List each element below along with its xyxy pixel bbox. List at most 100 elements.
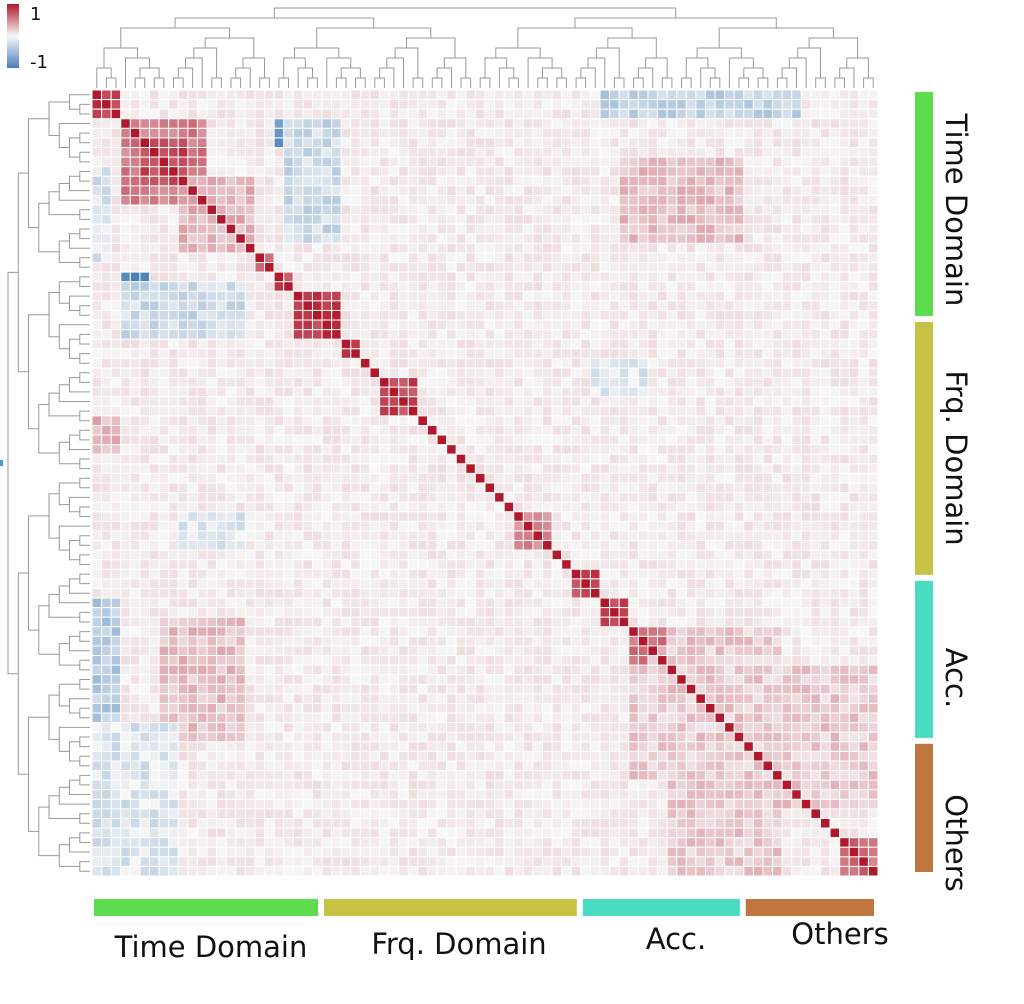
heatmap-cell (235, 166, 246, 177)
heatmap-cell (225, 108, 237, 120)
heatmap-cell (474, 626, 486, 637)
heatmap-cell (311, 367, 323, 379)
heatmap-cell (331, 415, 342, 426)
heatmap-cell (168, 223, 179, 235)
heatmap-cell (388, 329, 400, 340)
heatmap-cell (810, 156, 821, 168)
heatmap-cell (781, 348, 793, 359)
heatmap-cell (484, 262, 496, 273)
heatmap-cell (752, 559, 764, 570)
heatmap-cell (350, 520, 361, 532)
heatmap-cell (724, 137, 735, 149)
heatmap-cell (359, 242, 371, 254)
heatmap-cell (273, 616, 285, 628)
heatmap-cell (599, 242, 611, 254)
heatmap-cell (446, 482, 457, 494)
heatmap-cell (513, 559, 524, 570)
heatmap-cell (791, 348, 802, 359)
heatmap-cell (331, 194, 342, 206)
heatmap-cell (637, 252, 649, 264)
heatmap-cell (91, 185, 103, 196)
heatmap-cell (302, 424, 313, 436)
heatmap-cell (426, 166, 438, 177)
heatmap-cell (455, 444, 467, 455)
heatmap-cell (685, 511, 697, 522)
heatmap-cell (542, 338, 553, 350)
dendrogram-link (48, 101, 70, 136)
heatmap-cell (91, 549, 103, 561)
dendrogram-link (58, 281, 80, 304)
heatmap-cell (647, 223, 659, 235)
heatmap-cell (676, 271, 687, 283)
heatmap-cell (819, 540, 831, 551)
heatmap-cell (388, 463, 400, 474)
heatmap-cell (110, 511, 122, 522)
heatmap-cell (311, 137, 323, 149)
heatmap-cell (120, 415, 131, 426)
heatmap-cell (743, 472, 754, 484)
heatmap-cell (695, 127, 706, 139)
heatmap-cell (254, 607, 266, 618)
heatmap-cell (867, 137, 879, 149)
heatmap-cell (733, 578, 745, 589)
heatmap-cell (772, 396, 783, 407)
heatmap-cell (388, 194, 400, 206)
dendrogram-link (58, 683, 80, 707)
heatmap-cell (513, 568, 524, 580)
heatmap-cell (819, 89, 831, 101)
heatmap-cell (331, 597, 342, 609)
heatmap-cell (570, 444, 582, 455)
heatmap-cell (225, 233, 237, 244)
heatmap-cell (628, 607, 639, 618)
heatmap-cell (695, 281, 706, 292)
heatmap-cell (752, 607, 764, 618)
heatmap-cell (446, 635, 457, 647)
heatmap-cell (714, 434, 726, 446)
heatmap-cell (848, 147, 860, 158)
heatmap-cell (283, 357, 294, 369)
heatmap-cell (762, 472, 774, 484)
heatmap-cell (292, 89, 304, 101)
heatmap-cell (839, 559, 850, 570)
dendrogram-link (79, 333, 90, 345)
heatmap-cell (273, 434, 285, 446)
heatmap-cell (561, 616, 572, 628)
heatmap-cell (551, 233, 563, 244)
heatmap-cell (609, 453, 620, 465)
heatmap-cell (657, 108, 668, 120)
heatmap-cell (503, 530, 515, 542)
heatmap-cell (446, 147, 457, 158)
top-dendrogram (96, 7, 874, 88)
heatmap-cell (810, 405, 821, 417)
heatmap-cell (177, 616, 189, 628)
heatmap-cell (570, 108, 582, 120)
dendrogram-link (575, 77, 587, 88)
heatmap-cell (168, 357, 179, 369)
heatmap-cell (647, 300, 659, 311)
heatmap-cell (829, 137, 841, 149)
heatmap-cell (264, 607, 275, 618)
heatmap-cell (254, 166, 266, 177)
heatmap-cell (235, 578, 246, 589)
heatmap-cell (800, 530, 812, 542)
heatmap-cell (254, 568, 266, 580)
heatmap-cell (714, 185, 726, 196)
heatmap-cell (311, 396, 323, 407)
heatmap-cell (618, 329, 630, 340)
dendrogram-link (79, 410, 90, 422)
heatmap-cell (340, 290, 352, 302)
heatmap-cell (561, 587, 572, 599)
heatmap-cell (455, 300, 467, 311)
heatmap-cell (311, 223, 323, 235)
heatmap-cell (503, 204, 515, 216)
heatmap-cell (101, 204, 112, 216)
heatmap-cell (311, 549, 323, 561)
heatmap-cell (321, 463, 333, 474)
heatmap-cell (129, 166, 141, 177)
dendrogram-link (527, 57, 553, 88)
heatmap-cell (465, 118, 476, 129)
heatmap-cell (494, 271, 505, 283)
heatmap-cell (120, 587, 131, 599)
heatmap-cell (168, 348, 179, 359)
heatmap-cell (829, 319, 841, 331)
